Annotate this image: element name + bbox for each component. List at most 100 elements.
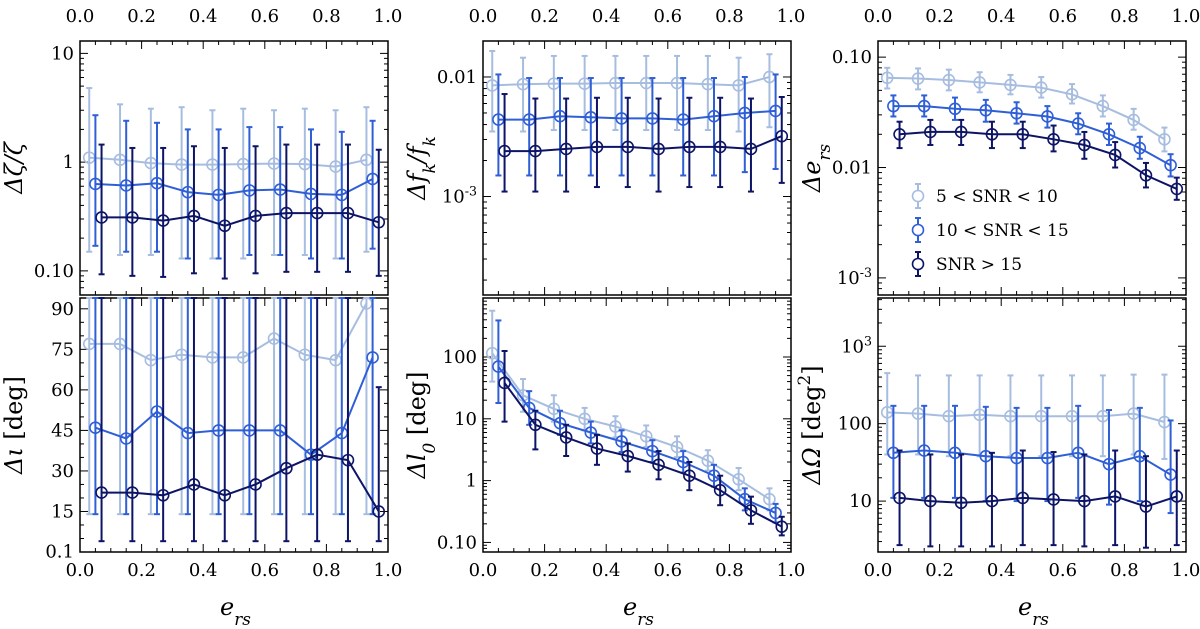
data-point xyxy=(887,99,900,113)
x-axis-label: ers xyxy=(1018,593,1049,629)
y-tick-label: 60 xyxy=(51,380,74,401)
series-line xyxy=(101,453,380,513)
data-point xyxy=(1133,141,1147,155)
y-tick-label-part: 0.1 xyxy=(45,542,74,563)
x-tick-label: 0.4 xyxy=(189,560,218,581)
data-point xyxy=(985,127,999,141)
series-mid xyxy=(492,319,782,524)
data-point xyxy=(249,478,262,491)
y-tick-label: 1 xyxy=(466,471,477,492)
y-tick-label-part: 10 xyxy=(849,491,872,512)
x-tick-label-top: 0.4 xyxy=(987,6,1016,27)
y-tick-label-part: 0.10 xyxy=(34,261,74,282)
legend-marker xyxy=(911,223,925,237)
x-tick-label: 0.2 xyxy=(530,560,559,581)
legend-entry: SNR > 15 xyxy=(911,251,1022,277)
series-mid xyxy=(89,297,379,516)
y-axis-label-part: k xyxy=(419,136,439,146)
x-tick-label: 1.0 xyxy=(1172,560,1200,581)
y-tick-label-part: 0.10 xyxy=(832,47,872,68)
x-tick-label: 0.4 xyxy=(592,560,621,581)
x-axis-label-part: e xyxy=(1018,593,1032,621)
data-point xyxy=(1078,138,1091,152)
data-point xyxy=(954,125,968,139)
y-tick-label-part: 100 xyxy=(838,414,872,435)
data-point xyxy=(639,430,653,443)
x-tick-label-top: 0.4 xyxy=(189,6,218,27)
data-point xyxy=(1102,127,1116,141)
data-point xyxy=(187,478,201,491)
y-tick-label-part: 0.10 xyxy=(437,532,477,553)
data-point xyxy=(954,496,968,510)
series-low xyxy=(485,309,776,512)
data-point xyxy=(763,492,776,506)
y-axis-label-part: ΔΩ xyxy=(798,440,826,486)
data-point xyxy=(529,418,542,432)
y-axis-label-part: Δl xyxy=(403,453,431,479)
data-point xyxy=(95,486,108,499)
data-point xyxy=(973,76,986,89)
series-high xyxy=(498,93,789,193)
y-tick-label-part: 45 xyxy=(51,420,74,441)
series-line xyxy=(504,135,783,153)
y-axis-label: Δι [deg] xyxy=(0,376,28,475)
data-point xyxy=(559,431,573,444)
data-point xyxy=(553,416,567,430)
series-line xyxy=(491,352,770,501)
data-point xyxy=(341,453,355,467)
data-point xyxy=(529,144,542,158)
data-point xyxy=(372,505,386,518)
x-tick-label-top: 0.6 xyxy=(653,6,682,27)
data-point xyxy=(917,444,931,457)
data-point xyxy=(1096,99,1110,113)
y-tick-label-part: 10 xyxy=(51,43,74,64)
y-axis-label: Δl0 [deg] xyxy=(403,372,439,480)
data-point xyxy=(924,125,937,139)
data-point xyxy=(584,426,598,439)
y-tick-label: 103 xyxy=(841,333,872,358)
y-tick-label: 45 xyxy=(51,420,74,441)
series-high xyxy=(893,118,1184,201)
y-tick-label: 10-3 xyxy=(837,264,872,289)
y-tick-label: 0.10 xyxy=(437,532,477,553)
data-point xyxy=(156,214,170,227)
series-high xyxy=(498,349,789,537)
y-axis-label-part: Δι xyxy=(0,440,28,475)
data-point xyxy=(683,140,696,154)
y-tick-label: 10 xyxy=(849,491,872,512)
y-tick-label: 30 xyxy=(51,461,74,482)
legend-marker xyxy=(911,189,925,203)
data-point xyxy=(1164,158,1177,172)
data-point xyxy=(310,448,324,462)
x-axis-label-part: e xyxy=(220,593,234,621)
data-point xyxy=(948,102,962,116)
y-tick-label: 0.01 xyxy=(437,67,477,88)
data-point xyxy=(942,73,956,87)
y-tick-label: 1 xyxy=(63,152,74,173)
series-line xyxy=(893,105,1172,167)
data-point xyxy=(917,99,931,113)
series-line xyxy=(899,130,1178,190)
x-tick-label: 1.0 xyxy=(374,560,403,581)
data-point xyxy=(1078,494,1091,508)
data-point xyxy=(1170,182,1184,196)
data-point xyxy=(310,206,324,220)
data-point xyxy=(372,215,386,229)
data-point xyxy=(701,454,715,467)
x-tick-label-top: 0.6 xyxy=(1048,6,1077,27)
data-point xyxy=(280,206,293,220)
y-axis-label-part: /f xyxy=(403,142,431,165)
data-point xyxy=(218,488,232,502)
y-tick-label: 0.10 xyxy=(832,47,872,68)
y-axis-label-part: Δe xyxy=(798,161,826,194)
series-line xyxy=(95,178,374,196)
data-point xyxy=(559,142,573,156)
y-tick-label: 0.1 xyxy=(45,542,74,563)
data-point xyxy=(590,442,604,455)
data-point xyxy=(775,129,789,143)
data-point xyxy=(578,412,591,426)
x-tick-label: 0.8 xyxy=(312,560,341,581)
x-axis-label: ers xyxy=(220,593,251,629)
x-axis-label: ers xyxy=(623,593,654,629)
